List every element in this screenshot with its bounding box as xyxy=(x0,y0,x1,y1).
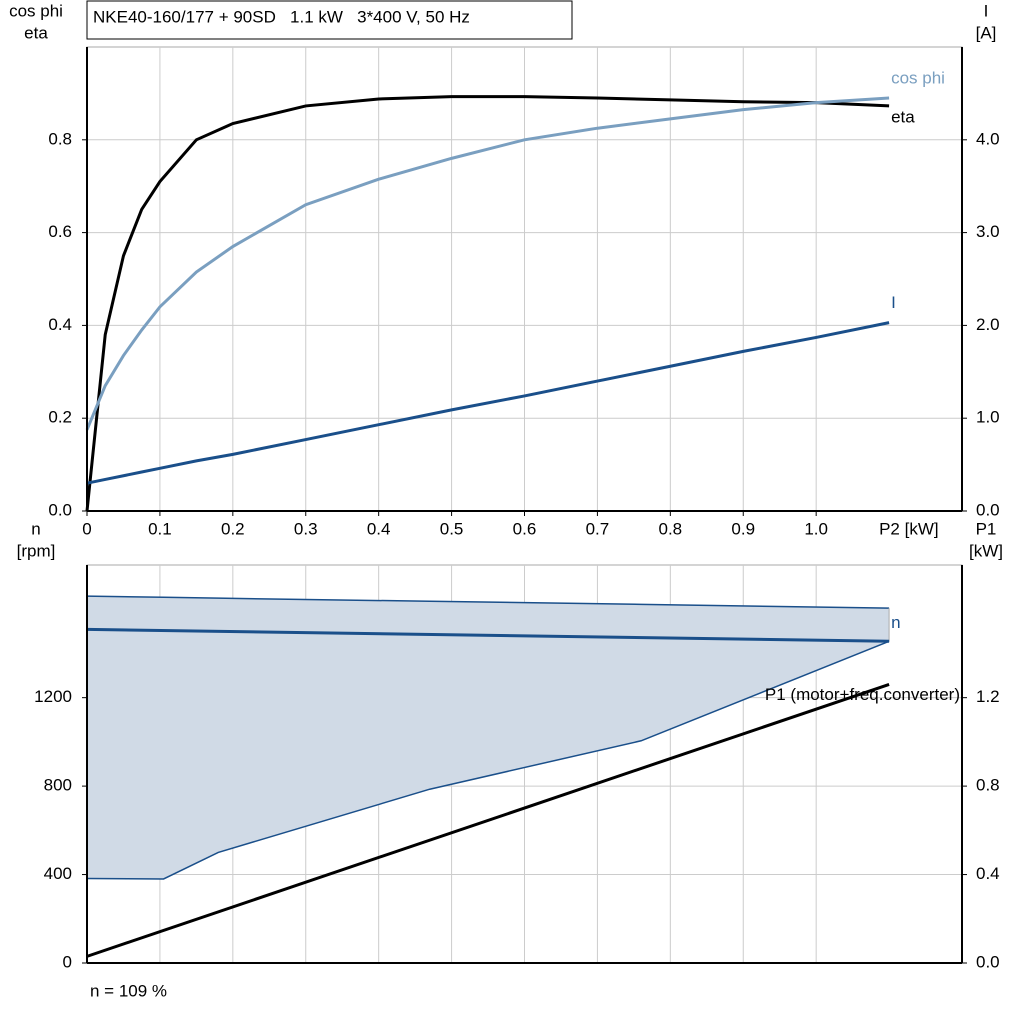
x-tick-label: 0.5 xyxy=(440,519,464,538)
band-area xyxy=(87,596,890,879)
x-tick-label: 0.3 xyxy=(294,519,318,538)
y2-axis-label: P1 xyxy=(976,519,997,538)
x-axis-label: P2 [kW] xyxy=(879,519,939,538)
y-axis-label: [rpm] xyxy=(17,541,56,560)
y-tick-label: 0.8 xyxy=(48,129,72,148)
y2-tick-label: 1.0 xyxy=(976,408,1000,427)
y2-tick-label: 3.0 xyxy=(976,222,1000,241)
x-tick-label: 0.8 xyxy=(659,519,683,538)
y-tick-label: 0 xyxy=(63,952,72,971)
x-tick-label: 0 xyxy=(82,519,91,538)
series-line xyxy=(86,682,890,958)
y-axis-label: eta xyxy=(24,23,48,42)
y-axis-label: n xyxy=(31,519,40,538)
series-label: P1 (motor+freq.converter) xyxy=(765,685,960,704)
x-tick-label: 0.4 xyxy=(367,519,391,538)
y2-tick-label: 1.2 xyxy=(976,687,1000,706)
note: n = 109 % xyxy=(90,981,167,1000)
y-tick-label: 400 xyxy=(44,864,72,883)
x-tick-label: 0.9 xyxy=(731,519,755,538)
y-tick-label: 1200 xyxy=(34,687,72,706)
y2-axis-label: [A] xyxy=(976,23,997,42)
series-label: cos phi xyxy=(891,69,945,88)
x-tick-label: 0.2 xyxy=(221,519,245,538)
x-tick-label: 1.0 xyxy=(804,519,828,538)
y-tick-label: 800 xyxy=(44,776,72,795)
y2-tick-label: 0.4 xyxy=(976,864,1000,883)
series-line xyxy=(85,95,890,512)
series-label: I xyxy=(891,293,896,312)
band-lower xyxy=(86,640,890,880)
series-label: n xyxy=(891,613,900,632)
y2-axis-label: I xyxy=(984,1,989,20)
y2-axis-label: [kW] xyxy=(969,541,1003,560)
band-upper xyxy=(86,595,890,609)
x-tick-label: 0.7 xyxy=(586,519,610,538)
y-tick-label: 0.4 xyxy=(48,315,72,334)
series-label: eta xyxy=(891,107,915,126)
y2-tick-label: 0.0 xyxy=(976,952,1000,971)
y2-tick-label: 0.8 xyxy=(976,776,1000,795)
series-line xyxy=(86,627,890,643)
title-box xyxy=(86,0,573,40)
y-tick-label: 0.2 xyxy=(48,408,72,427)
chart-title: NKE40-160/177 + 90SD 1.1 kW 3*400 V, 50 … xyxy=(93,7,470,26)
series-line xyxy=(86,321,890,485)
y-tick-label: 0.0 xyxy=(48,500,72,519)
x-tick-label: 0.1 xyxy=(148,519,172,538)
y-tick-label: 0.6 xyxy=(48,222,72,241)
y2-tick-label: 4.0 xyxy=(976,129,1000,148)
y2-tick-label: 0.0 xyxy=(976,500,1000,519)
x-tick-label: 0.6 xyxy=(513,519,537,538)
y2-tick-label: 2.0 xyxy=(976,315,1000,334)
series-line xyxy=(85,96,890,431)
y-axis-label: cos phi xyxy=(9,1,63,20)
